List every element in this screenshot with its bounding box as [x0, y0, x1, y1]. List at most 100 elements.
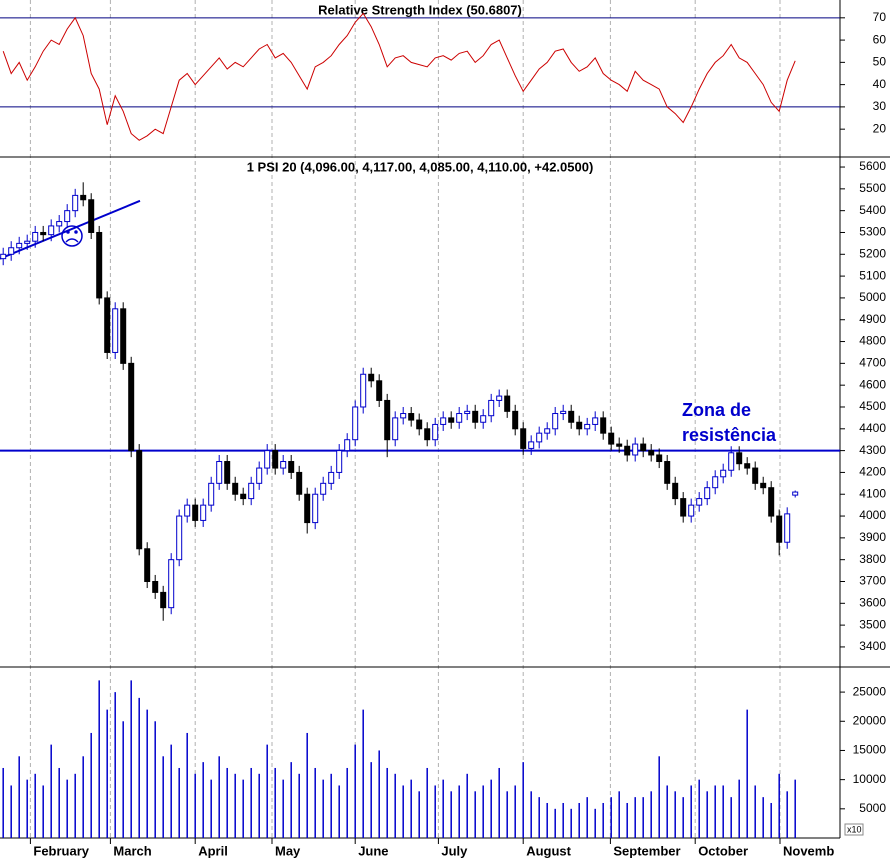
candle-body	[0, 253, 7, 260]
candle-body	[376, 380, 383, 401]
candle-body	[560, 410, 567, 415]
y-tick-label: 5300	[859, 225, 886, 239]
candle-body	[536, 432, 543, 443]
candle-body	[584, 423, 591, 430]
x-tick-label: August	[526, 843, 571, 858]
x-tick-label: April	[198, 843, 228, 858]
x-tick-label: May	[275, 843, 301, 858]
candle-body	[696, 498, 703, 506]
candle-body	[368, 373, 375, 382]
candle-body	[128, 362, 135, 452]
candle-body	[72, 194, 79, 212]
y-tick-label: 5600	[859, 159, 886, 173]
y-tick-label: 4400	[859, 421, 886, 435]
rsi-line	[2, 12, 796, 141]
candle-body	[424, 428, 431, 441]
candle-body	[384, 399, 391, 441]
y-tick-label: 3600	[859, 595, 886, 609]
candle-body	[224, 461, 231, 484]
x-tick-label: September	[613, 843, 680, 858]
y-tick-label: 5200	[859, 246, 886, 260]
candle-body	[456, 413, 463, 423]
candle-body	[176, 515, 183, 561]
candle-body	[752, 467, 759, 484]
candle-body	[496, 395, 503, 401]
candle-body	[192, 504, 199, 521]
candle-body	[576, 421, 583, 430]
y-tick-label: 4900	[859, 312, 886, 326]
candle-body	[416, 419, 423, 430]
candle-body	[568, 410, 575, 423]
candle-body	[688, 504, 695, 517]
y-tick-label: 70	[873, 10, 887, 24]
y-tick-label: 10000	[853, 772, 887, 786]
candle-body	[720, 469, 727, 478]
candle-body	[240, 493, 247, 500]
candle-body	[272, 450, 279, 469]
y-tick-label: 3500	[859, 617, 886, 631]
candle-body	[768, 487, 775, 517]
candle-body	[784, 513, 791, 543]
y-tick-label: 20	[873, 121, 887, 135]
candle-body	[320, 482, 327, 495]
candle-body	[256, 467, 263, 484]
candle-body	[168, 559, 175, 609]
candle-body	[632, 443, 639, 456]
candle-body	[136, 450, 143, 550]
y-tick-label: 4000	[859, 508, 886, 522]
candle-body	[216, 461, 223, 484]
candle-body	[608, 432, 615, 445]
x-tick-label: Novemb	[783, 843, 834, 858]
sad-face-icon	[61, 225, 83, 247]
candle-body	[296, 471, 303, 495]
y-tick-label: 5000	[859, 290, 886, 304]
candle-body	[104, 297, 111, 353]
y-tick-label: 25000	[853, 684, 887, 698]
y-tick-label: 30	[873, 99, 887, 113]
candle-body	[440, 417, 447, 425]
candle-body	[448, 417, 455, 423]
y-tick-label: 4600	[859, 377, 886, 391]
candle-body	[624, 445, 631, 456]
candle-body	[600, 417, 607, 434]
candle-body	[680, 498, 687, 517]
x-tick-label: July	[441, 843, 468, 858]
candle-body	[712, 476, 719, 489]
candle-body	[464, 410, 471, 415]
candle-body	[672, 482, 679, 500]
candle-body	[24, 240, 31, 244]
candle-body	[640, 443, 647, 452]
candle-body	[232, 482, 239, 495]
candle-body	[728, 452, 735, 471]
candle-body	[96, 231, 103, 299]
candle-body	[664, 461, 671, 484]
candle-body	[200, 504, 207, 521]
x-tick-label: February	[33, 843, 89, 858]
candle-body	[80, 194, 87, 201]
candle-body	[408, 413, 415, 421]
candle-body	[760, 482, 767, 489]
trendline	[0, 199, 141, 260]
y-tick-label: 50	[873, 55, 887, 69]
candle-body	[520, 428, 527, 449]
candle-body	[352, 406, 359, 441]
annotation: resistência	[682, 425, 777, 445]
y-tick-label: 5100	[859, 268, 886, 282]
y-tick-label: 3400	[859, 639, 886, 653]
y-tick-label: 4800	[859, 334, 886, 348]
candle-body	[400, 413, 407, 419]
candle-body	[656, 454, 663, 463]
candle-body	[544, 428, 551, 434]
y-tick-label: 3800	[859, 552, 886, 566]
rsi-title: Relative Strength Index (50.6807)	[318, 2, 522, 17]
y-tick-label: 5500	[859, 181, 886, 195]
candle-body	[288, 461, 295, 473]
unit-box	[844, 823, 864, 836]
candle-body	[472, 410, 479, 423]
y-tick-label: 4200	[859, 465, 886, 479]
candle-body	[8, 247, 15, 255]
candle-body	[616, 443, 623, 447]
candle-body	[592, 417, 599, 425]
candle-body	[40, 231, 47, 236]
y-tick-label: 4100	[859, 486, 886, 500]
